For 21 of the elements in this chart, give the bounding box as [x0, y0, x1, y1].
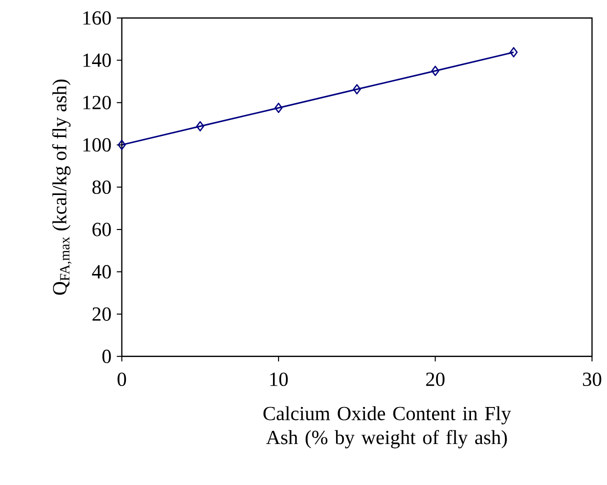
y-tick-label: 120	[83, 96, 111, 110]
point	[118, 140, 126, 150]
point	[431, 66, 440, 76]
point	[510, 46, 518, 58]
x-tick-label: 30	[582, 372, 602, 386]
y-tick-label: 0	[102, 350, 111, 364]
y-tick-label: 100	[83, 138, 111, 152]
y-tick-label: 40	[92, 264, 111, 278]
point	[274, 102, 283, 113]
y-tick-label: 80	[92, 180, 111, 194]
x-tick-label: 10	[270, 372, 288, 386]
y-tick-label: 140	[83, 53, 111, 67]
y-axis-title: Q$_{FA,max}$ (kcal/kg of fly ash)	[52, 80, 72, 295]
point	[196, 121, 204, 132]
x-axis-title: Calcium Oxide Content in Fly Ash (% by weight of fly ash)	[263, 406, 512, 448]
y-tick-label: 60	[92, 222, 111, 236]
y-tick-label: 20	[92, 307, 111, 321]
x-tick-label: 0	[118, 372, 126, 386]
x-tick-label: 20	[426, 372, 444, 386]
point	[352, 84, 361, 94]
y-tick-label: 160	[83, 11, 111, 25]
